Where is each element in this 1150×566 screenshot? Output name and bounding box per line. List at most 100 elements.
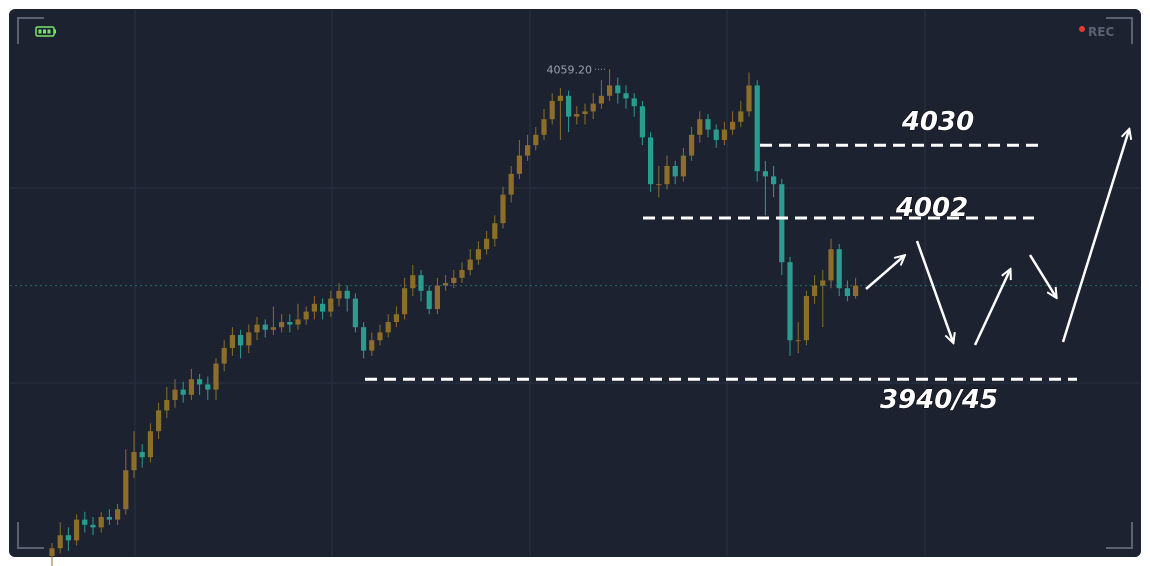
candle-body — [139, 452, 145, 458]
corner-brackets — [17, 17, 1133, 549]
candle-body — [623, 93, 629, 99]
candle-body — [106, 517, 112, 520]
candles: 4059.20 — [10, 63, 1140, 566]
candle-body — [467, 259, 473, 270]
candle-body — [188, 379, 194, 395]
candle-body — [598, 95, 604, 104]
candle-body — [180, 389, 186, 395]
candle-body — [713, 129, 719, 140]
candle-body — [541, 119, 547, 135]
level-label: 3940/45 — [880, 385, 998, 415]
candle-body — [320, 303, 326, 312]
candle-body — [484, 238, 490, 250]
candle-body — [639, 106, 645, 138]
candle-body — [533, 134, 539, 146]
candle-body — [57, 535, 63, 549]
candle-body — [500, 194, 506, 224]
candle-body — [803, 296, 809, 341]
candle-body — [156, 410, 162, 432]
candle-body — [664, 166, 670, 185]
candle-body — [74, 519, 80, 541]
candle-body — [820, 280, 826, 286]
candle-body — [656, 184, 662, 186]
battery-icon — [35, 26, 56, 37]
candle-body — [730, 121, 736, 130]
candle-body — [631, 98, 637, 107]
candle-body — [492, 223, 498, 239]
candle-body — [385, 322, 391, 333]
candle-body — [270, 327, 276, 330]
candle-body — [49, 548, 55, 556]
level-label: 4002 — [895, 193, 968, 223]
candle-body — [582, 111, 588, 114]
candle-body — [164, 400, 170, 411]
candle-body — [115, 509, 121, 520]
candle-body — [738, 111, 744, 122]
candle-body — [795, 340, 801, 342]
candle-body — [615, 85, 621, 94]
candle-body — [475, 249, 481, 260]
candle-body — [746, 85, 752, 112]
candle-body — [369, 340, 375, 351]
rec-label: REC — [1088, 25, 1114, 39]
candle-body — [779, 184, 785, 263]
chart-panel — [9, 9, 1141, 557]
candle-body — [221, 348, 227, 364]
candle-body — [836, 249, 842, 289]
candle-body — [361, 327, 367, 351]
candle-body — [229, 335, 235, 348]
high-marker-label: 4059.20 — [547, 63, 593, 76]
candle-body — [771, 176, 777, 185]
candle-body — [828, 249, 834, 281]
candle-body — [566, 95, 572, 117]
candle-body — [680, 155, 686, 177]
candle-body — [607, 85, 613, 96]
candle-body — [147, 431, 153, 458]
projection-arrows — [865, 130, 1129, 346]
candle-body — [443, 283, 449, 286]
candle-body — [197, 379, 203, 385]
candle-body — [205, 384, 211, 390]
candle-body — [574, 114, 580, 117]
candle-body — [434, 285, 440, 309]
candle-body — [90, 524, 96, 528]
candle-body — [123, 470, 129, 510]
candle-body — [65, 535, 71, 541]
candle-body — [787, 262, 793, 341]
candle-body — [689, 134, 695, 156]
candle-body — [377, 332, 383, 341]
candle-body — [336, 290, 342, 299]
candle-body — [328, 298, 334, 312]
candle-body — [238, 335, 244, 346]
candle-body — [262, 324, 268, 330]
candle-body — [549, 101, 555, 120]
rec-dot — [1079, 26, 1085, 32]
level-label: 4030 — [901, 107, 974, 137]
candle-body — [697, 119, 703, 135]
candle-body — [853, 285, 859, 296]
candle-body — [344, 290, 350, 299]
candle-body — [254, 324, 260, 333]
candle-body — [213, 363, 219, 390]
candle-body — [762, 171, 768, 177]
candle-body — [525, 145, 531, 156]
candle-body — [131, 452, 137, 471]
candle-body — [508, 173, 514, 195]
candle-body — [303, 311, 309, 320]
candle-body — [459, 270, 465, 278]
candle-body — [418, 275, 424, 291]
candle-body — [754, 85, 760, 172]
candle-body — [295, 319, 301, 325]
candle-body — [352, 298, 358, 328]
candle-body — [451, 277, 457, 283]
candle-body — [287, 322, 293, 325]
candle-body — [98, 517, 104, 528]
candle-body — [648, 137, 654, 185]
candle-body — [812, 285, 818, 296]
candle-body — [516, 155, 522, 174]
candle-body — [721, 129, 727, 140]
candle-body — [410, 275, 416, 289]
candle-body — [402, 288, 408, 315]
candle-body — [705, 119, 711, 130]
